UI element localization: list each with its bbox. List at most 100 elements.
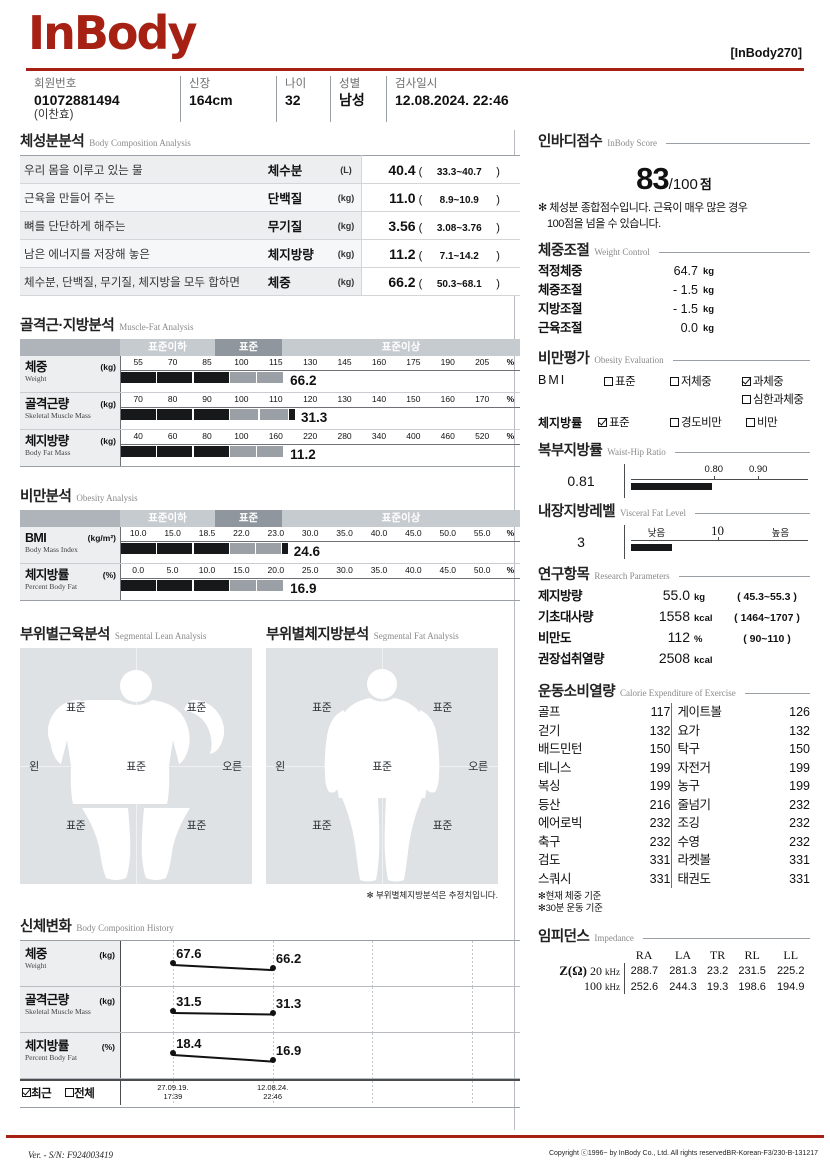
- checkbox-recent[interactable]: [22, 1088, 31, 1097]
- checkbox[interactable]: [742, 394, 751, 404]
- history-toggle-all[interactable]: 전체: [65, 1085, 95, 1101]
- exercise-table: 골프 117 걷기 132 배드민턴 150 테니스 199 복싱 199 등산 216 에어로빅 232…: [538, 703, 810, 888]
- checkbox[interactable]: [670, 376, 679, 386]
- impedance-value: 194.9: [776, 980, 805, 993]
- graph-tick-label: 115: [269, 357, 283, 367]
- checkbox-all[interactable]: [65, 1088, 75, 1097]
- pbf-option-mild-obesity[interactable]: 경도비만: [670, 414, 722, 430]
- graph-tick-label: 460: [440, 431, 455, 441]
- exercise-name: 스쿼시: [538, 871, 572, 886]
- bar-segment-dark: [193, 372, 229, 383]
- pbf-label: 체지방률: [538, 416, 583, 430]
- muscular-body-icon: [47, 670, 225, 880]
- row-unit: (L): [331, 155, 362, 184]
- pbf-evaluation-row: 체지방률 표준 경도비만 비만: [538, 414, 810, 431]
- header-red-rule: [26, 68, 804, 71]
- graph-tick-label: 18.5: [198, 528, 216, 538]
- checkbox[interactable]: [670, 417, 679, 427]
- exercise-calories: 117: [650, 705, 671, 719]
- graph-row-label: 체중 Weight (kg): [20, 356, 120, 392]
- exercise-row: 탁구 150: [678, 740, 811, 759]
- section-research-parameters: 연구항목 Research Parameters 제지방량 55.0 kg ( 45.…: [538, 563, 810, 670]
- bar-segment-mid: [257, 446, 283, 457]
- exercise-row: 복싱 199: [538, 777, 671, 796]
- graph-row-unit: (kg): [100, 399, 116, 409]
- header-under: 표준이하: [120, 510, 215, 527]
- bmi-option-underweight[interactable]: 저체중: [670, 373, 712, 389]
- row-name: 체중: [265, 267, 332, 296]
- graph-tick-label: 70: [167, 357, 178, 367]
- history-data-point: [169, 1008, 176, 1015]
- exercise-name: 자전거: [677, 760, 712, 775]
- graph-tick-label: 15.0: [164, 528, 181, 538]
- graph-bar-area: [121, 372, 520, 383]
- fat-arm-right-label: 표준: [432, 702, 453, 714]
- bmi-option-overweight[interactable]: 과체중: [742, 373, 803, 389]
- wc-value: - 1.5: [672, 283, 698, 297]
- exercise-calories: 150: [789, 742, 810, 756]
- graph-tick-label: 50.0: [439, 528, 457, 538]
- score-number: 83: [636, 161, 669, 196]
- exercise-name: 태권도: [677, 871, 712, 886]
- checkbox[interactable]: [604, 376, 613, 386]
- impedance-value: 19.3: [706, 980, 729, 993]
- graph-tick-label: 55.0: [473, 528, 491, 538]
- checkbox-checked[interactable]: [742, 376, 751, 386]
- bmi-option-severe-overweight[interactable]: 심한과체중: [742, 391, 804, 407]
- history-row: 골격근량 Skeletal Muscle Mass (kg) 31.5 31.3: [20, 987, 520, 1033]
- exercise-row: 농구 199: [678, 777, 811, 796]
- percent-symbol: %: [506, 528, 515, 538]
- history-point-value: 31.3: [275, 995, 302, 1011]
- graph-tick-label: 205: [475, 357, 490, 367]
- weight-control-row: 지방조절 - 1.5 kg: [538, 301, 810, 320]
- table-row: 남은 에너지를 저장해 놓은 체지방량 (kg) 11.2 ( 7.1~14.2…: [20, 239, 520, 268]
- row-name: 단백질: [265, 183, 332, 212]
- graph-row-label-ko: 체중: [25, 360, 47, 374]
- graph-row-plot: 40 60 80 100 160 220 280 340 400 460 520% 11.2: [120, 430, 520, 466]
- exercise-row: 자전거 199: [678, 759, 811, 778]
- history-date-label: 12.08.24. 22:46: [256, 1083, 289, 1101]
- history-row-label: 체지방률 Percent Body Fat (%): [20, 1033, 120, 1078]
- row-range: 50.3~68.1: [436, 278, 482, 290]
- exercise-name: 에어로빅: [538, 816, 583, 830]
- checkbox[interactable]: [746, 417, 755, 427]
- exercise-name: 농구: [677, 779, 701, 793]
- section-inbody-score: 인바디점수 InBody Score 83/100 점 ✻ 체성분 종합점수입니다…: [538, 130, 810, 231]
- pbf-option-obesity[interactable]: 비만: [746, 414, 778, 430]
- weight-control-row: 체중조절 - 1.5 kg: [538, 282, 810, 301]
- graph-row-value: 11.2: [290, 447, 316, 462]
- field-member-id: 회원번호 01072881494 (이찬효): [34, 78, 120, 121]
- bar-segment-dark: [157, 372, 193, 383]
- bmi-option-standard[interactable]: 표준: [604, 373, 636, 389]
- impedance-blank-header: [538, 948, 625, 963]
- history-date-axis: 27.09.19. 17:39 12.08.24. 22:46: [120, 1081, 520, 1105]
- wc-key: 적정체중: [538, 264, 583, 278]
- exercise-row: 축구 232: [538, 833, 671, 852]
- percent-symbol: %: [506, 431, 515, 441]
- graph-row-unit: (kg): [100, 362, 116, 372]
- impedance-value: 231.5: [738, 965, 766, 977]
- graph-ticks: 55 70 85 100 115 130 145 160 175 190 205%: [121, 356, 520, 370]
- section-weight-control: 체중조절 Weight Control 적정체중 64.7 kg 체중조절 - 1.5 k…: [538, 239, 810, 339]
- exercise-row: 배드민턴 150: [538, 740, 671, 759]
- history-row: 체지방률 Percent Body Fat (%) 18.4 16.9: [20, 1033, 520, 1079]
- exercise-row: 조깅 232: [678, 814, 811, 833]
- exercise-name: 테니스: [538, 760, 572, 775]
- header-normal: 표준: [215, 510, 282, 527]
- impedance-column-header: LA: [674, 948, 691, 962]
- row-range: 33.3~40.7: [436, 166, 482, 178]
- exercise-name: 축구: [538, 834, 561, 849]
- graph-tick-label: 25.0: [301, 565, 319, 575]
- bar-segment-mid: [259, 409, 288, 420]
- patient-info-bar: 회원번호 01072881494 (이찬효) 신장 164cm 나이 32 성별…: [28, 76, 802, 122]
- body-composition-table: 우리 몸을 이루고 있는 물 체수분 (L) 40.4 ( 33.3~40.7 …: [20, 155, 520, 296]
- research-row: 권장섭취열량 2508 kcal: [538, 649, 810, 670]
- checkbox-checked[interactable]: [598, 417, 607, 427]
- history-row-label: 체중 Weight (kg): [20, 941, 120, 986]
- graph-row-label-en: Percent Body Fat: [25, 582, 78, 591]
- field-age: 나이 32: [276, 76, 330, 122]
- pbf-option-standard[interactable]: 표준: [598, 414, 630, 430]
- history-toggle-recent[interactable]: 최근: [22, 1085, 52, 1101]
- section-title-ko: 인바디점수: [538, 134, 603, 150]
- bar-segment-tip: [289, 409, 295, 420]
